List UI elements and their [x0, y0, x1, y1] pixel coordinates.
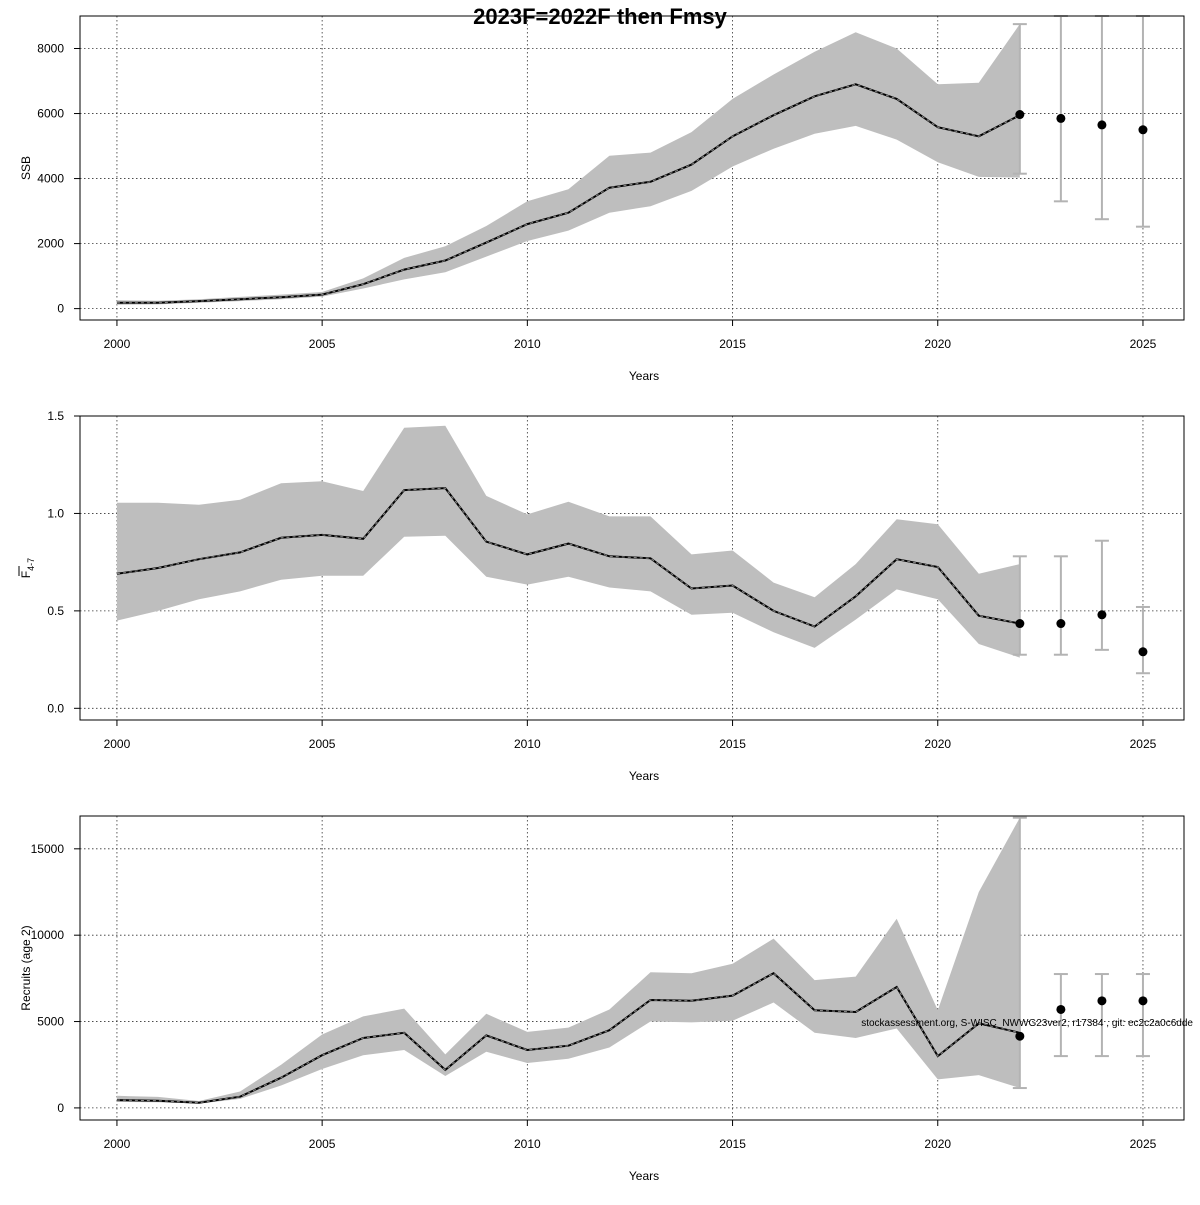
rec-x-axis-title: Years — [629, 1169, 659, 1183]
rec-x-tick-label-2000: 2000 — [104, 1137, 131, 1151]
f-y-tick-label-3: 1.5 — [47, 409, 64, 423]
ssb-x-tick-label-2025: 2025 — [1130, 337, 1157, 351]
rec-x-tick-label-2025: 2025 — [1130, 1137, 1157, 1151]
ssb-confidence-band — [116, 24, 1020, 305]
f-panel: 2000 2005 2010 2015 2020 2025 0.0 0.5 1.0 1.5 Year… — [18, 409, 1185, 783]
rec-forecast-point-2025 — [1138, 996, 1148, 1006]
f-x-tick-label-2005: 2005 — [309, 737, 336, 751]
ssb-x-tick-label-2000: 2000 — [104, 337, 131, 351]
rec-forecast-point-2024 — [1097, 996, 1107, 1006]
f-forecast-point-2022 — [1015, 619, 1025, 629]
ssb-x-axis-title: Years — [629, 369, 659, 383]
ssb-x-tick-label-2015: 2015 — [719, 337, 746, 351]
rec-x-tick-label-2020: 2020 — [924, 1137, 951, 1151]
ssb-estimate-line-dash — [116, 83, 1021, 304]
rec-y-axis-title: Recruits (age 2) — [19, 925, 33, 1010]
ssb-x-tick-label-2010: 2010 — [514, 337, 541, 351]
rec-forecast-point-2022 — [1015, 1031, 1025, 1041]
ssb-y-tick-label-0: 0 — [57, 302, 64, 316]
f-x-tick-label-2015: 2015 — [719, 737, 746, 751]
f-forecast-point-2023 — [1056, 619, 1066, 629]
rec-y-tick-label-0: 0 — [57, 1101, 64, 1115]
ssb-y-tick-label-2: 4000 — [37, 172, 64, 186]
f-forecast-point-2024 — [1097, 610, 1107, 620]
ssb-forecast-point-2022 — [1015, 110, 1025, 120]
ssb-x-tick-label-2020: 2020 — [924, 337, 951, 351]
rec-x-tick-label-2005: 2005 — [309, 1137, 336, 1151]
f-y-axis-title: F4-7 — [19, 558, 36, 578]
rec-x-tick-label-2010: 2010 — [514, 1137, 541, 1151]
rec-y-tick-label-3: 15000 — [31, 842, 65, 856]
f-estimate-line-dash — [116, 487, 1020, 628]
rec-y-tick-label-1: 5000 — [37, 1015, 64, 1029]
f-x-tick-label-2020: 2020 — [924, 737, 951, 751]
ssb-x-tick-label-2005: 2005 — [309, 337, 336, 351]
ssb-forecast-point-2024 — [1097, 120, 1107, 130]
rec-confidence-band — [116, 817, 1020, 1104]
f-forecast-point-2025 — [1138, 647, 1148, 657]
ssb-y-axis-title: SSB — [19, 156, 33, 180]
f-x-axis-title: Years — [629, 769, 659, 783]
f-x-tick-label-2010: 2010 — [514, 737, 541, 751]
rec-plot-frame — [79, 815, 1185, 1121]
f-y-axis-subscript: 4-7 — [26, 558, 36, 571]
f-plot-frame — [79, 415, 1185, 721]
rec-x-tick-label-2015: 2015 — [719, 1137, 746, 1151]
ssb-y-tick-label-1: 2000 — [37, 237, 64, 251]
f-confidence-band — [116, 425, 1020, 658]
recruits-panel: 2000 2005 2010 2015 2020 2025 0 5000 10000 15000 Y… — [19, 815, 1185, 1183]
ssb-forecast-point-2023 — [1056, 113, 1066, 123]
f-y-tick-label-0: 0.0 — [47, 701, 64, 715]
rec-estimate-line — [116, 971, 1021, 1104]
ssb-forecast-point-2025 — [1138, 125, 1148, 135]
ssb-y-tick-label-4: 8000 — [37, 42, 64, 56]
footer-note: stockassessment.org, S-WISC_NWWG23ver2, … — [861, 1018, 1193, 1029]
ssb-plot-frame — [79, 15, 1185, 321]
f-x-tick-label-2025: 2025 — [1130, 737, 1157, 751]
ssb-panel: 2000 2005 2010 2015 2020 2025 0 2000 4000 6000 800… — [19, 15, 1185, 383]
f-y-tick-label-2: 1.0 — [47, 506, 64, 520]
rec-forecast-point-2023 — [1056, 1004, 1066, 1014]
f-y-tick-label-1: 0.5 — [47, 604, 64, 618]
ssb-y-tick-label-3: 6000 — [37, 107, 64, 121]
f-x-tick-label-2000: 2000 — [104, 737, 131, 751]
rec-y-tick-label-2: 10000 — [31, 928, 65, 942]
